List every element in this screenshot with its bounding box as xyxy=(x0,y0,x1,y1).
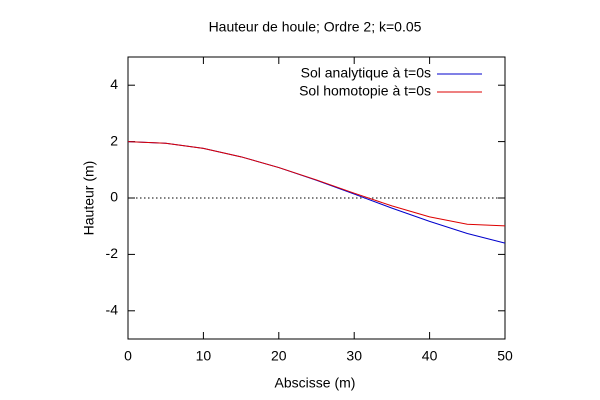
chart-title: Hauteur de houle; Ordre 2; k=0.05 xyxy=(209,19,422,35)
y-tick-label: -2 xyxy=(106,245,119,261)
x-axis-label: Abscisse (m) xyxy=(275,375,356,391)
y-tick-label: 2 xyxy=(110,132,118,148)
x-tick-label: 20 xyxy=(271,348,287,364)
legend-label: Sol analytique à t=0s xyxy=(301,65,431,81)
legend-label: Sol homotopie à t=0s xyxy=(299,83,431,99)
y-tick-label: -4 xyxy=(106,302,119,318)
x-tick-label: 50 xyxy=(497,348,513,364)
y-axis-label: Hauteur (m) xyxy=(81,161,97,236)
x-tick-label: 30 xyxy=(346,348,362,364)
y-tick-label: 0 xyxy=(110,189,118,205)
x-tick-label: 10 xyxy=(196,348,212,364)
y-tick-label: 4 xyxy=(110,76,118,92)
x-tick-label: 0 xyxy=(124,348,132,364)
series-line xyxy=(127,141,506,227)
x-tick-label: 40 xyxy=(422,348,438,364)
